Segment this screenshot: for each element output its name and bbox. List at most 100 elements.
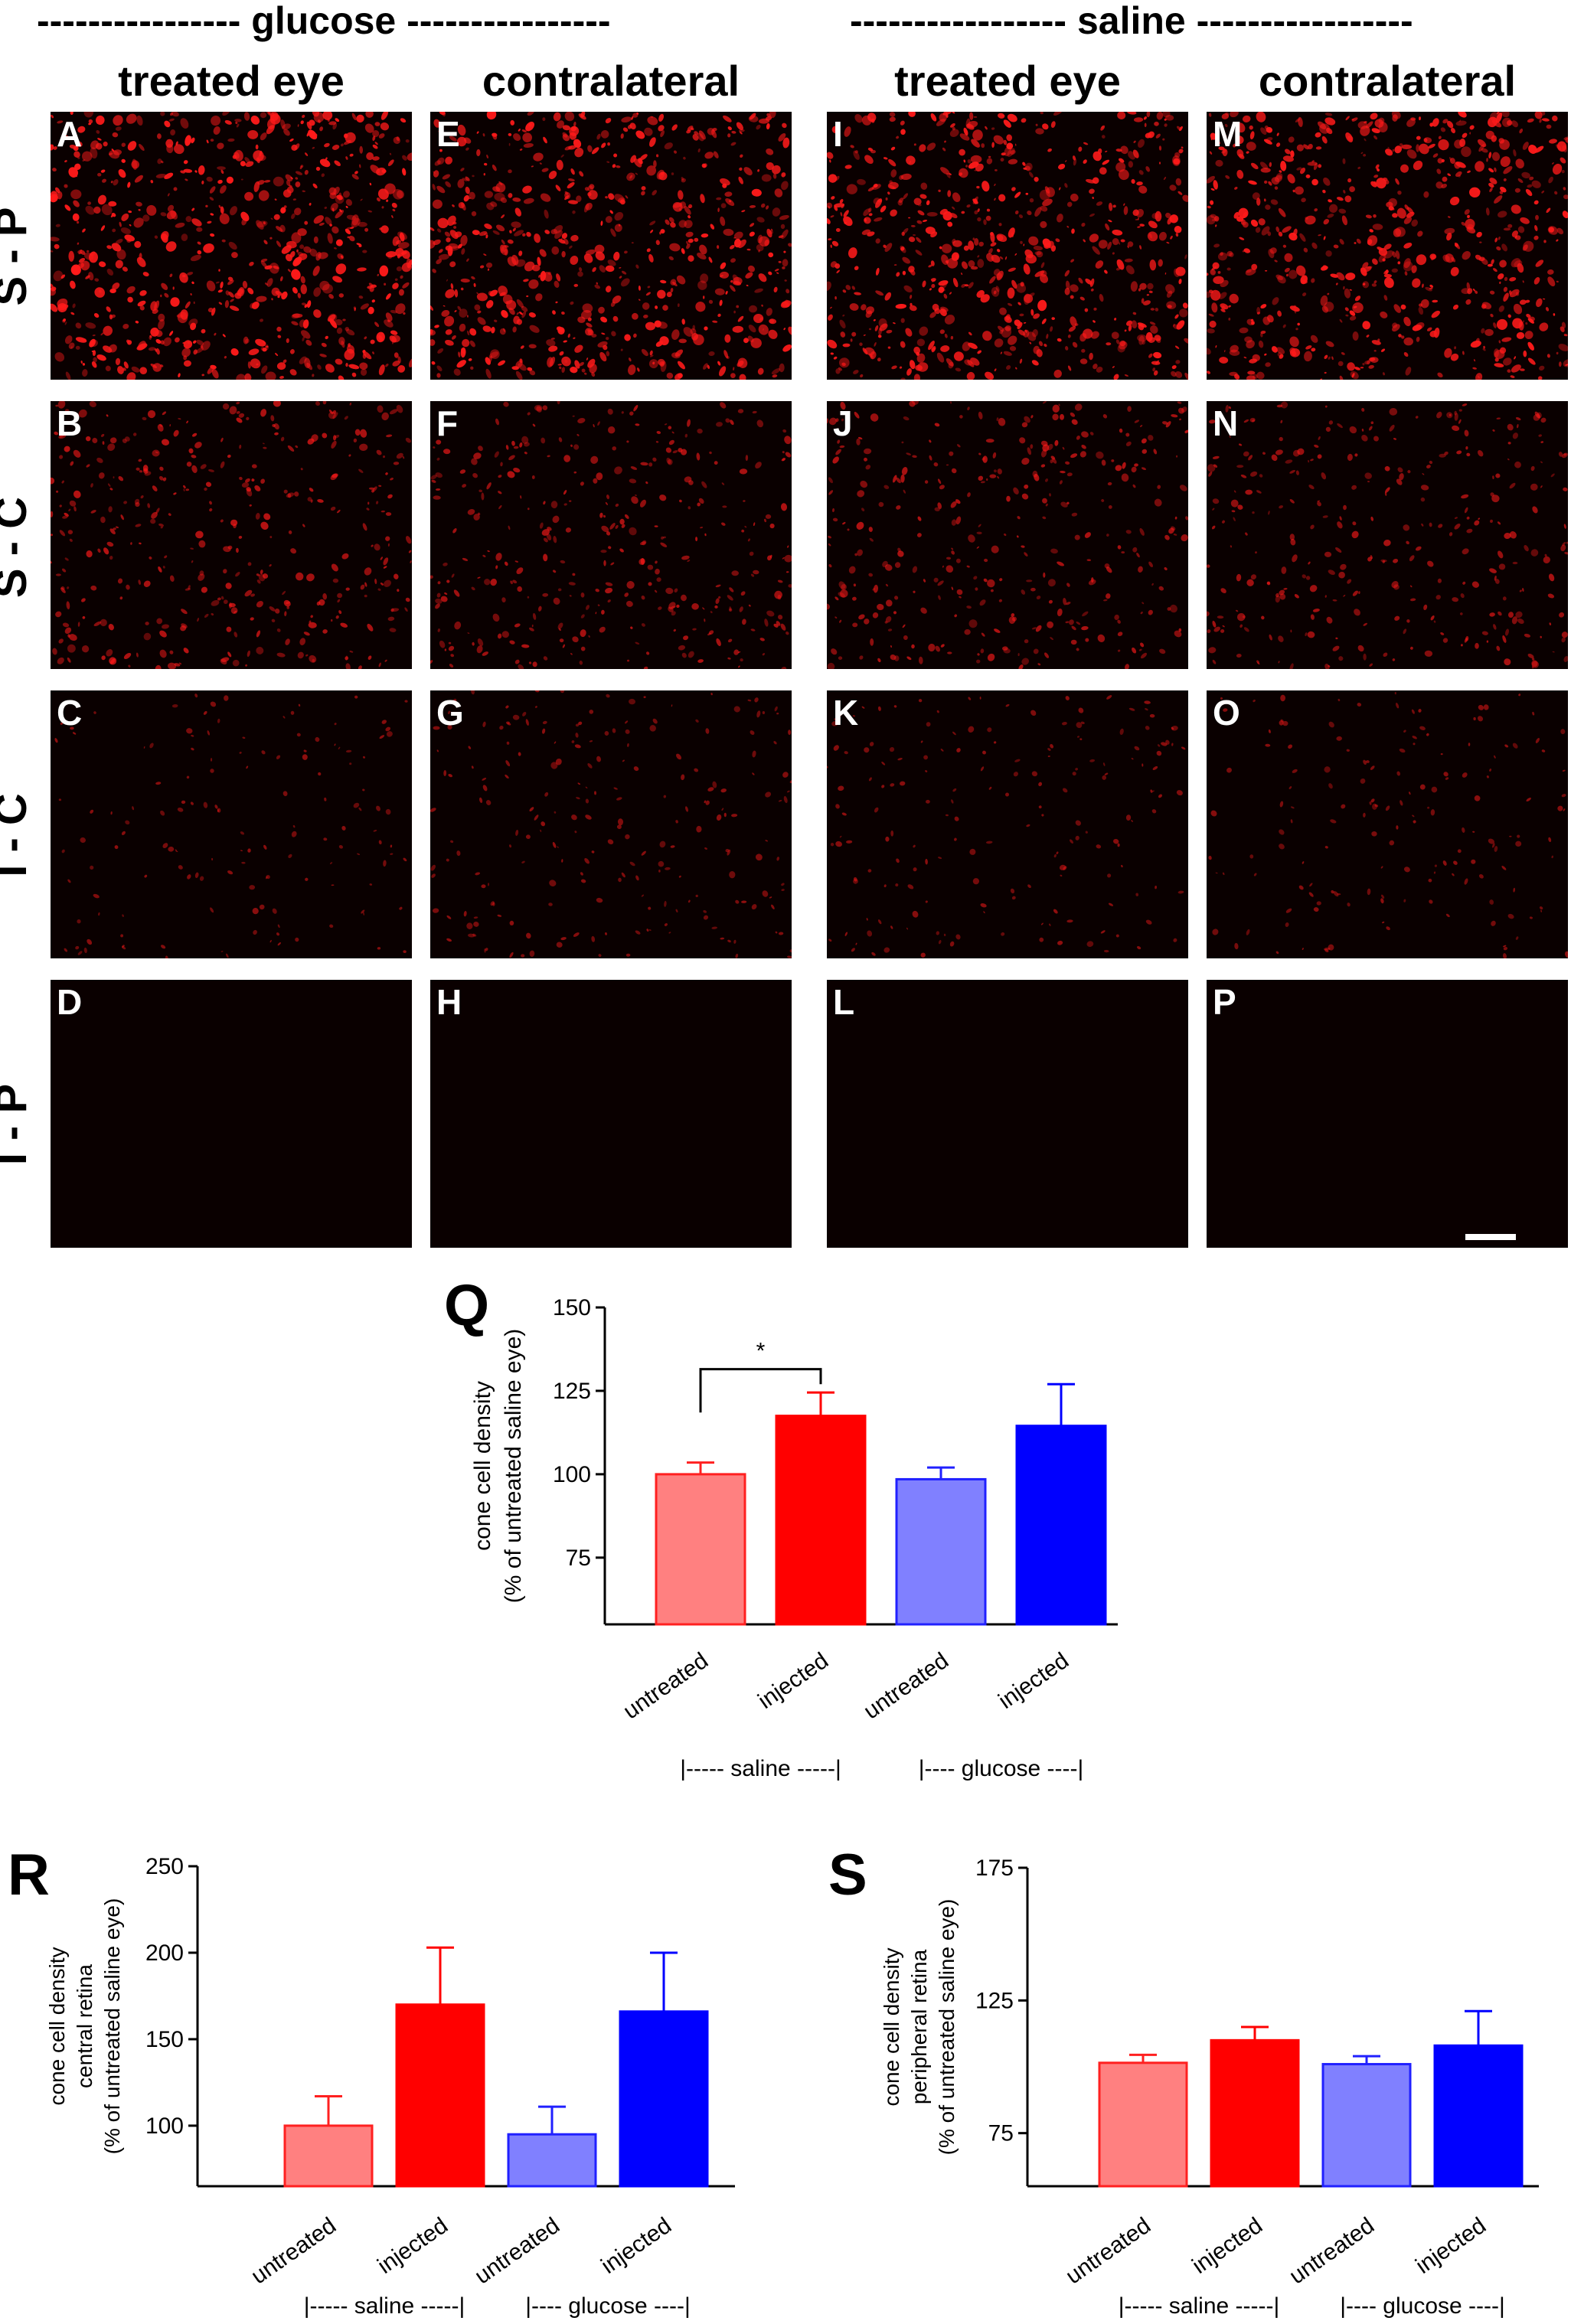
y-axis-label: (% of untreated saline eye)	[935, 1899, 959, 2156]
micrograph-texture	[827, 401, 1188, 669]
micrograph-texture	[1207, 401, 1568, 669]
scale-bar	[1465, 1234, 1516, 1240]
group-label: |---- glucose ----|	[1340, 2293, 1505, 2319]
micrograph-panel-f: F	[430, 401, 792, 669]
bar	[1098, 2061, 1188, 2188]
column-header-glucose-contralateral: contralateral	[482, 57, 740, 105]
bar	[655, 1473, 746, 1626]
panel-letter-c: C	[57, 693, 83, 733]
micrograph-panel-p: P	[1207, 980, 1568, 1248]
category-label: injected	[1187, 2213, 1267, 2279]
group-label: |----- saline -----|	[1119, 2293, 1280, 2319]
bar	[395, 2003, 485, 2188]
micrograph-panel-m: M	[1207, 112, 1568, 380]
category-label: untreated	[247, 2213, 341, 2290]
group-label: |---- glucose ----|	[919, 1756, 1084, 1781]
micrograph-panel-a: A	[51, 112, 412, 380]
category-label: injected	[994, 1648, 1073, 1714]
row-header-s-p: S - P	[0, 191, 36, 322]
y-axis-label: peripheral retina	[907, 1949, 931, 2104]
panel-letter-a: A	[57, 114, 83, 154]
significance-label: *	[756, 1339, 766, 1364]
category-label: injected	[596, 2213, 676, 2279]
micrograph-panel-l: L	[827, 980, 1188, 1248]
category-label: untreated	[470, 2213, 564, 2290]
bar	[619, 2010, 709, 2188]
panel-letter-b: B	[57, 403, 83, 443]
micrograph-texture	[54, 694, 408, 958]
micrograph-texture	[1207, 112, 1568, 380]
bar	[507, 2133, 597, 2188]
bar	[1210, 2038, 1300, 2188]
category-label: injected	[753, 1648, 833, 1714]
group-label: |----- saline -----|	[304, 2293, 465, 2319]
y-tick-label: 125	[553, 1379, 591, 1404]
y-axis-label: central retina	[73, 1964, 96, 2088]
panel-letter-m: M	[1213, 114, 1243, 154]
micrograph-texture	[1207, 980, 1568, 1248]
micrograph-panel-b: B	[51, 401, 412, 669]
micrograph-texture	[51, 980, 412, 1248]
micrograph-panel-o: O	[1207, 690, 1568, 958]
bar	[775, 1415, 867, 1626]
row-header-i-c: I - C	[0, 776, 36, 894]
y-tick-label: 175	[975, 1856, 1014, 1881]
bar	[283, 2124, 374, 2188]
panel-letter-j: J	[833, 403, 853, 443]
micrograph-texture	[430, 401, 792, 669]
micrograph-texture	[1208, 691, 1568, 958]
panel-letter-k: K	[833, 693, 859, 733]
group-label: |----- saline -----|	[680, 1756, 841, 1781]
category-label: untreated	[1061, 2213, 1155, 2290]
micrograph-panel-e: E	[430, 112, 792, 380]
panel-letter-p: P	[1213, 982, 1236, 1022]
micrograph-panel-j: J	[827, 401, 1188, 669]
y-tick-label: 100	[145, 2113, 184, 2139]
panel-letter-n: N	[1213, 403, 1239, 443]
bar	[1321, 2063, 1412, 2188]
micrograph-panel-c: C	[51, 690, 412, 958]
panel-letter-i: I	[833, 114, 843, 154]
y-tick-label: 75	[988, 2121, 1014, 2146]
y-tick-label: 150	[553, 1295, 591, 1320]
micrograph-texture	[827, 980, 1188, 1248]
panel-letter-d: D	[57, 982, 83, 1022]
chart-q: 75 100 125 150 cone cell density (% of untrea…	[470, 1295, 1118, 1781]
micrograph-texture	[430, 690, 792, 958]
row-header-s-c: S - C	[0, 482, 36, 612]
panel-letter-l: L	[833, 982, 855, 1022]
y-axis-label: cone cell density	[880, 1947, 903, 2106]
bar	[1015, 1425, 1107, 1626]
category-label: untreated	[1285, 2213, 1379, 2290]
bar	[895, 1477, 987, 1626]
chart-letter-q: Q	[444, 1273, 490, 1338]
y-tick-label: 250	[145, 1854, 184, 1879]
micrograph-panel-h: H	[430, 980, 792, 1248]
chart-s: 75 125 175 cone cell density peripheral reti…	[880, 1856, 1539, 2319]
y-tick-label: 125	[975, 1988, 1014, 2013]
column-header-saline-contralateral: contralateral	[1258, 57, 1517, 105]
micrograph-panel-g: G	[430, 690, 792, 958]
y-tick-label: 200	[145, 1940, 184, 1966]
panel-letter-f: F	[436, 403, 459, 443]
micrograph-texture	[430, 980, 792, 1248]
chart-letter-s: S	[828, 1843, 867, 1908]
panel-letter-e: E	[436, 114, 460, 154]
category-label: untreated	[859, 1648, 953, 1725]
micrograph-texture	[51, 401, 412, 669]
y-tick-label: 75	[566, 1546, 591, 1571]
chart-r: 100 150 200 250 cone cell density central ret…	[45, 1854, 735, 2319]
significance-bracket	[699, 1368, 822, 1413]
y-tick-label: 150	[145, 2027, 184, 2052]
panel-letter-g: G	[436, 693, 464, 733]
y-axis-label: cone cell density	[470, 1381, 495, 1551]
micrograph-texture	[430, 112, 792, 380]
category-label: untreated	[619, 1648, 713, 1725]
y-axis-label: (% of untreated saline eye)	[501, 1329, 526, 1604]
micrograph-panel-i: I	[827, 112, 1188, 380]
micrograph-panel-n: N	[1207, 401, 1568, 669]
micrograph-texture	[51, 112, 412, 380]
group-header-glucose: ---------------- glucose ---------------…	[37, 0, 611, 42]
column-header-glucose-treated: treated eye	[118, 57, 345, 105]
chart-letter-r: R	[8, 1843, 50, 1908]
